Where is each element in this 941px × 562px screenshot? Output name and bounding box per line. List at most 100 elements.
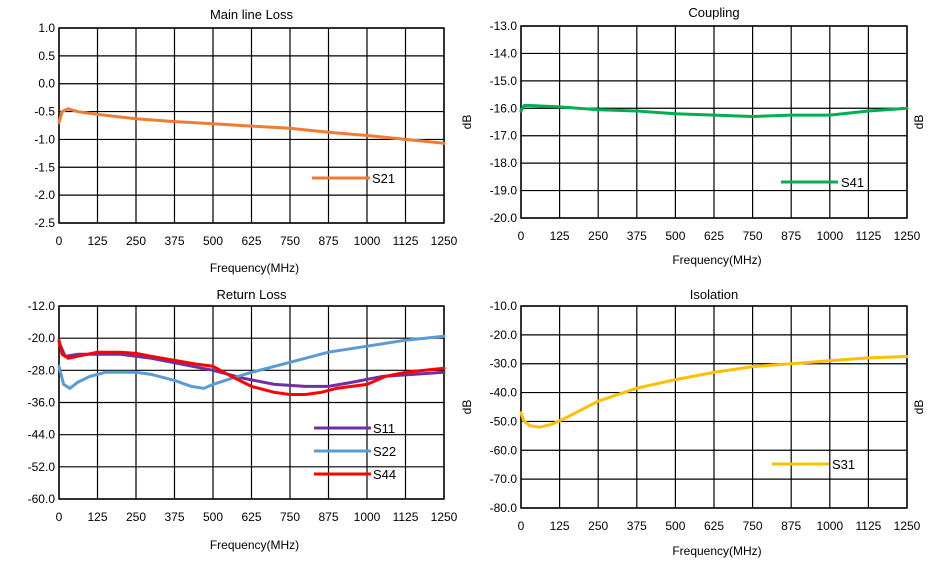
x-tick-label: 875 <box>781 519 801 533</box>
x-tick-label: 125 <box>550 229 570 243</box>
legend-label-s31: S31 <box>832 457 855 472</box>
chart-title: Coupling <box>688 5 739 20</box>
x-tick-label: 625 <box>241 234 261 248</box>
chart-panel-1: Main line Loss 1.0 0.5 0.0 -0.5 -1.0 -1.5 -2.0 -… <box>34 7 457 275</box>
x-axis-label: Frequency(MHz) <box>672 544 761 558</box>
x-tick-label: 125 <box>87 510 107 524</box>
y-tick-label: -20.0 <box>490 211 518 225</box>
y-tick-label: -52.0 <box>28 460 56 474</box>
y-tick-label: 0.0 <box>38 77 55 91</box>
y-axis-label-right: dB <box>912 115 926 130</box>
x-tick-label: 0 <box>56 234 63 248</box>
x-tick-label: 750 <box>280 234 300 248</box>
series-line-s22 <box>57 334 446 390</box>
x-tick-label: 875 <box>318 510 338 524</box>
y-tick-label: -0.5 <box>34 105 55 119</box>
y-tick-label: -36.0 <box>28 396 56 410</box>
x-tick-label: 1000 <box>354 234 381 248</box>
x-tick-label: 625 <box>704 519 724 533</box>
x-tick-label: 750 <box>743 229 763 243</box>
x-tick-label: 875 <box>318 234 338 248</box>
x-tick-label: 750 <box>743 519 763 533</box>
x-tick-label: 375 <box>164 510 184 524</box>
y-axis-label-right: dB <box>912 400 926 415</box>
y-tick-label: -2.0 <box>34 188 55 202</box>
series-line-s41 <box>519 104 909 118</box>
x-tick-label: 250 <box>126 234 146 248</box>
y-tick-label: -19.0 <box>490 184 518 198</box>
legend-label-s41: S41 <box>841 175 864 190</box>
legend-label-s21: S21 <box>372 171 395 186</box>
x-tick-label: 625 <box>241 510 261 524</box>
y-tick-label: -12.0 <box>28 299 56 313</box>
series-line-s31 <box>519 355 909 429</box>
y-tick-label: 1.0 <box>38 21 55 35</box>
x-tick-label: 500 <box>203 510 223 524</box>
x-tick-label: 125 <box>87 234 107 248</box>
x-tick-label: 125 <box>550 519 570 533</box>
y-tick-label: -20.0 <box>490 328 518 342</box>
x-axis-label: Frequency(MHz) <box>210 538 299 552</box>
chart-panel-3: Return Loss -12.0 -20.0 -28.0 -36.0 -44.0 -52.… <box>28 287 458 552</box>
x-tick-label: 375 <box>164 234 184 248</box>
x-tick-label: 1250 <box>431 510 458 524</box>
x-tick-label: 1125 <box>855 519 881 533</box>
x-tick-label: 500 <box>203 234 223 248</box>
y-axis-label-left: dB <box>460 115 474 130</box>
legend-label-s11: S11 <box>373 421 395 436</box>
x-tick-label: 1250 <box>894 519 921 533</box>
y-tick-label: 0.5 <box>38 49 55 63</box>
y-tick-label: -60.0 <box>28 492 56 506</box>
x-tick-label: 1000 <box>816 519 843 533</box>
x-tick-label: 1125 <box>393 234 419 248</box>
y-tick-label: -16.0 <box>490 101 518 115</box>
x-tick-label: 0 <box>56 510 63 524</box>
plot-frame <box>58 305 445 500</box>
y-tick-label: -44.0 <box>28 428 56 442</box>
y-tick-label: -20.0 <box>28 331 56 345</box>
chart-title: Isolation <box>690 287 738 302</box>
plot-frame <box>520 25 908 219</box>
y-tick-label: -10.0 <box>490 299 518 313</box>
y-tick-label: -40.0 <box>490 386 518 400</box>
x-tick-label: 1000 <box>354 510 381 524</box>
x-tick-label: 0 <box>518 519 525 533</box>
y-tick-label: -50.0 <box>490 414 518 428</box>
y-tick-label: -1.0 <box>34 132 55 146</box>
y-tick-label: -2.5 <box>34 216 55 230</box>
x-axis-label: Frequency(MHz) <box>672 253 761 267</box>
legend-label-s44: S44 <box>373 467 396 482</box>
chart-title: Main line Loss <box>210 7 294 22</box>
x-tick-label: 750 <box>280 510 300 524</box>
y-tick-label: -30.0 <box>490 357 518 371</box>
y-tick-label: -70.0 <box>490 472 518 486</box>
y-tick-label: -14.0 <box>490 46 518 60</box>
y-tick-label: -60.0 <box>490 443 518 457</box>
series-line-s44 <box>57 338 446 396</box>
x-tick-label: 0 <box>518 229 525 243</box>
x-tick-label: 250 <box>588 229 608 243</box>
legend-label-s22: S22 <box>373 444 396 459</box>
y-tick-label: -13.0 <box>490 19 518 33</box>
y-axis-label-left: dB <box>460 400 474 415</box>
plot-frame <box>58 27 445 224</box>
x-tick-label: 875 <box>781 229 801 243</box>
x-tick-label: 625 <box>704 229 724 243</box>
y-tick-label: -17.0 <box>490 129 518 143</box>
x-tick-label: 375 <box>627 229 647 243</box>
x-tick-label: 1000 <box>816 229 843 243</box>
y-tick-label: -15.0 <box>490 74 518 88</box>
chart-panel-4: Isolation -10.0 -20.0 -30.0 -40.0 -50.0 -60.0 -… <box>460 287 926 558</box>
x-tick-label: 1125 <box>855 229 881 243</box>
y-tick-label: -18.0 <box>490 156 518 170</box>
x-tick-label: 500 <box>665 519 685 533</box>
chart-title: Return Loss <box>216 287 287 302</box>
x-axis-label: Frequency(MHz) <box>210 261 299 275</box>
x-tick-label: 1250 <box>431 234 458 248</box>
chart-panel-2: Coupling -13.0 -14.0 -15.0 -16.0 -17.0 -18.0 -1… <box>460 5 926 267</box>
plot-frame <box>520 305 908 509</box>
x-tick-label: 1125 <box>393 510 419 524</box>
x-tick-label: 250 <box>588 519 608 533</box>
x-tick-label: 250 <box>126 510 146 524</box>
